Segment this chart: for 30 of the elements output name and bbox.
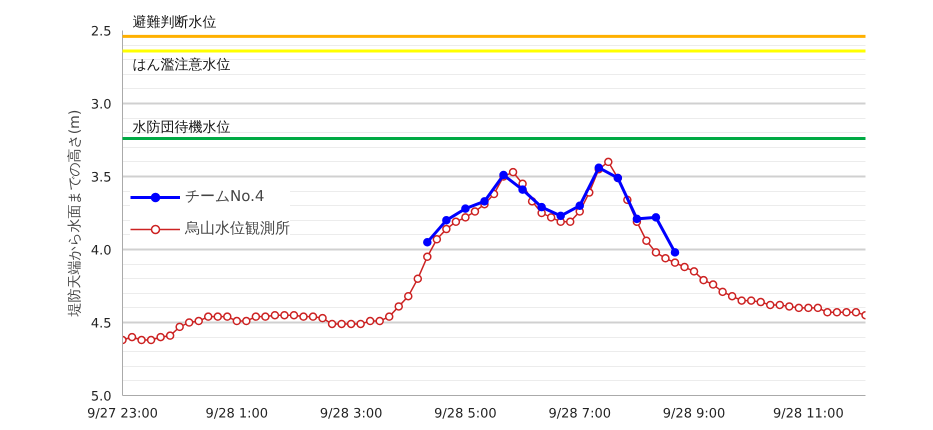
y-tick-label: 4.0 <box>90 244 112 258</box>
y-tick-label: 3.5 <box>90 170 112 186</box>
y-tick-label: 5.0 <box>90 390 112 404</box>
y-tick-label: 2.5 <box>90 24 112 40</box>
x-tick-label: 9/28 7:00 <box>548 406 612 422</box>
legend-label: チームNo.4 <box>185 187 264 206</box>
point <box>652 213 660 222</box>
y-tick-label: 3.0 <box>90 98 112 112</box>
point <box>442 216 451 225</box>
y-axis-title: 堤防天端から水面までの高さ(m) <box>66 110 83 318</box>
point <box>461 204 470 213</box>
x-tick-label: 9/28 11:00 <box>772 406 844 422</box>
y-tick-label: 4.5 <box>90 316 112 332</box>
point <box>537 202 546 212</box>
point <box>423 238 432 246</box>
ref-line-label: 水防団待機水位 <box>132 120 230 136</box>
point <box>632 214 642 224</box>
legend-label: 烏山水位観測所 <box>185 219 290 238</box>
point <box>575 201 584 210</box>
x-tick-label: 9/28 1:00 <box>206 406 268 422</box>
x-tick-label: 9/27 23:00 <box>87 406 158 422</box>
point <box>480 197 489 206</box>
x-tick-label: 9/28 3:00 <box>320 406 382 422</box>
point <box>670 248 680 257</box>
x-tick-label: 9/28 9:00 <box>662 406 726 422</box>
ref-line-label: 避難判断水位 <box>132 14 216 30</box>
point <box>556 212 565 220</box>
x-tick-label: 9/28 5:00 <box>434 406 497 422</box>
ref-line-label: はん濫注意水位 <box>132 56 230 73</box>
point <box>518 185 527 194</box>
